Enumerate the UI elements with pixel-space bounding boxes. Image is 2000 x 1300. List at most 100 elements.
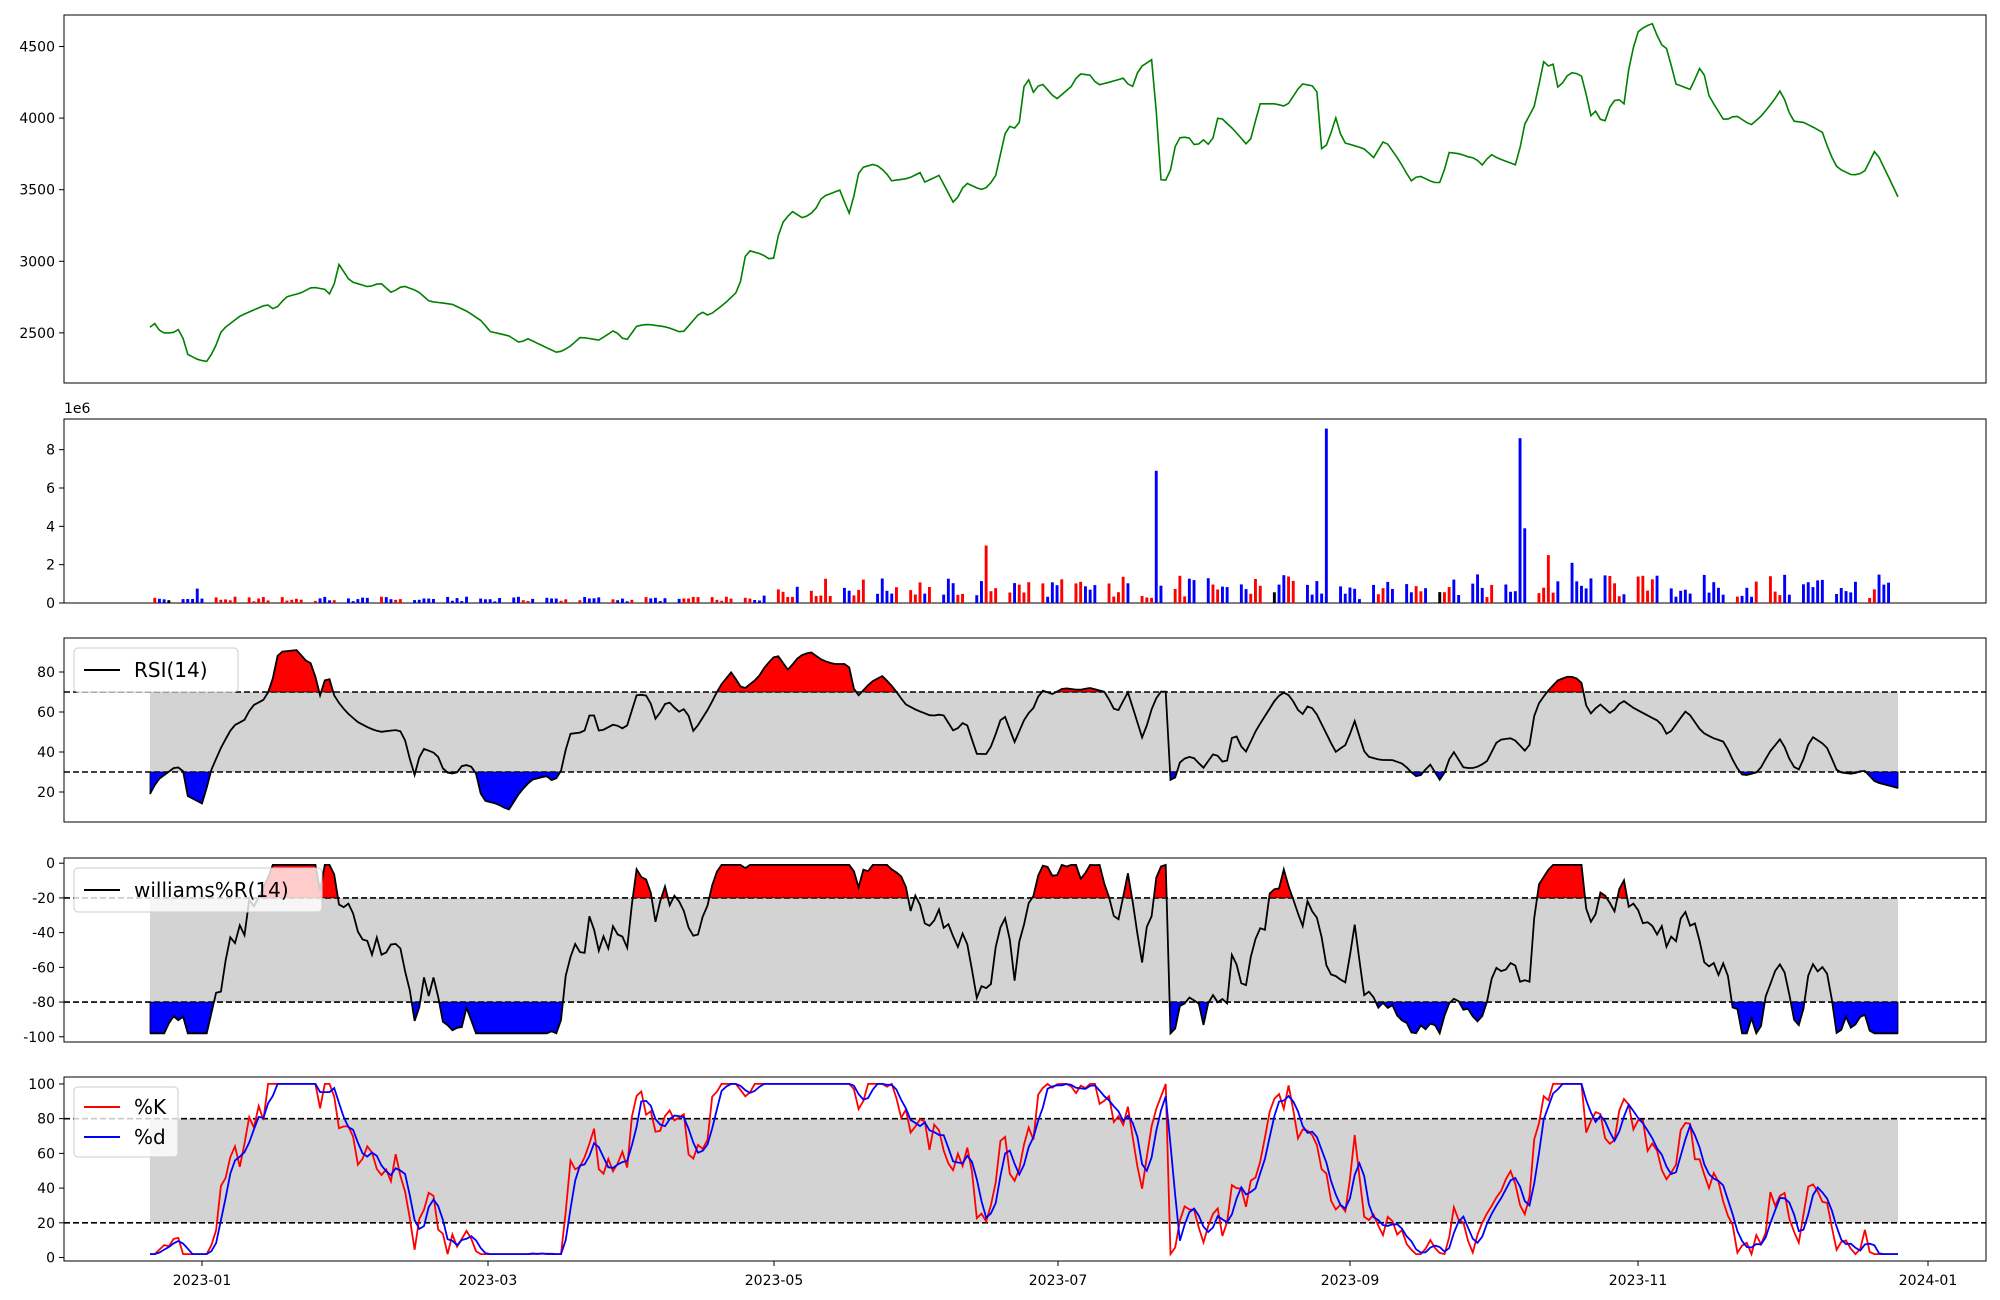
volume-bar (1608, 576, 1612, 603)
volume-bar (1353, 588, 1357, 603)
volume-bar (1249, 593, 1253, 603)
volume-bar (162, 599, 166, 603)
volume-bar (332, 600, 336, 603)
volume-bar (1669, 588, 1673, 603)
volume-bar (1258, 585, 1262, 603)
volume-bar (1556, 581, 1560, 603)
rsi-frame (63, 637, 1987, 823)
volume-bar (1046, 596, 1050, 603)
x-tick-label: 2023-11 (1609, 1273, 1668, 1289)
volume-bar (1211, 584, 1215, 603)
volume-bar (1471, 583, 1475, 603)
volume-bar (186, 599, 190, 603)
volume-bar (786, 597, 790, 603)
volume-bar (460, 601, 464, 603)
volume-bar (758, 600, 761, 603)
volume-bar (1409, 592, 1413, 603)
volume-bar (1854, 581, 1857, 603)
volume-bar (564, 599, 568, 603)
volume-bar (861, 579, 865, 603)
stochastic-legend: %K %d (73, 1086, 179, 1158)
volume-bar (1084, 586, 1087, 603)
volume-bar (1735, 596, 1739, 603)
rsi-ytick-label: 60 (37, 705, 55, 721)
volume-bar (762, 595, 766, 603)
volume-bar (1348, 587, 1352, 603)
x-tick-label: 2024-01 (1899, 1273, 1958, 1289)
volume-bar (1613, 583, 1616, 603)
volume-bar (1688, 593, 1692, 603)
volume-bar (1112, 596, 1116, 603)
volume-bar (1820, 579, 1824, 603)
volume-bar (1438, 592, 1442, 603)
volume-bar (1339, 586, 1342, 603)
volume-bar (295, 598, 298, 603)
volume-bar (1641, 575, 1645, 603)
volume-bar (1254, 579, 1257, 603)
volume-bar (214, 597, 218, 603)
volume-bar (1617, 596, 1621, 603)
rsi-oversold-fill (1864, 771, 1899, 789)
volume-bar (181, 599, 185, 603)
volume-bar (1504, 584, 1508, 603)
volume-bar (616, 600, 620, 603)
volume-bar (559, 600, 563, 603)
volume-bar (1244, 589, 1248, 603)
volume-ytick-label: 8 (46, 443, 55, 459)
volume-bar (1013, 583, 1016, 603)
volume-bar (1310, 594, 1314, 603)
volume-bar (1291, 580, 1295, 603)
volume-bar (583, 597, 587, 603)
volume-bar (1882, 584, 1886, 603)
volume-bar (1183, 596, 1187, 603)
volume-bar (1650, 579, 1654, 603)
volume-bar (1754, 581, 1758, 603)
volume-bar (876, 593, 879, 603)
volume-bar (1655, 575, 1659, 603)
volume-bar (597, 597, 601, 603)
volume-bar (1443, 592, 1446, 603)
volume-bar (1093, 585, 1097, 603)
volume-bar (724, 596, 728, 603)
volume-bar (814, 596, 818, 603)
volume-bar (658, 601, 662, 603)
volume-bar (1405, 584, 1409, 603)
volume-bar (1745, 587, 1749, 603)
volume-bar (1187, 578, 1191, 603)
williams-legend: williams%R(14) (73, 867, 323, 913)
volume-bar (781, 591, 785, 603)
volume-bar (1835, 594, 1838, 603)
volume-bar (923, 593, 927, 603)
volume-bar (630, 599, 634, 603)
rsi-line (149, 649, 1899, 811)
volume-bar (1717, 587, 1720, 603)
volume-bar (654, 597, 657, 603)
stochastic-legend-label: %K (134, 1095, 167, 1119)
volume-bar (696, 597, 700, 603)
price-ytick-label: 4500 (19, 40, 55, 56)
price-line (149, 22, 1899, 363)
volume-bar (1887, 582, 1890, 603)
volume-bar (578, 600, 582, 603)
x-tick-label: 2023-07 (1029, 1273, 1088, 1289)
volume-bar (828, 596, 832, 603)
stochastic-ytick-label: 60 (37, 1146, 55, 1162)
volume-bar (465, 596, 468, 603)
williams-legend-box (73, 867, 323, 913)
williams-overbought-fill (1031, 864, 1110, 899)
volume-bar (611, 599, 615, 603)
volume-bar (1079, 581, 1083, 603)
volume-bar (1221, 586, 1224, 603)
volume-bar (233, 596, 237, 603)
rsi-legend-label: RSI(14) (134, 658, 208, 682)
volume-bar (951, 583, 955, 603)
volume-bar (521, 600, 525, 603)
volume-bar (351, 601, 355, 603)
volume-bar (1154, 470, 1158, 604)
volume-bar (1358, 599, 1361, 603)
volume-bar (266, 600, 270, 603)
williams-ytick-label: -100 (23, 1030, 55, 1046)
volume-bar (880, 578, 884, 603)
volume-bar (450, 600, 454, 603)
